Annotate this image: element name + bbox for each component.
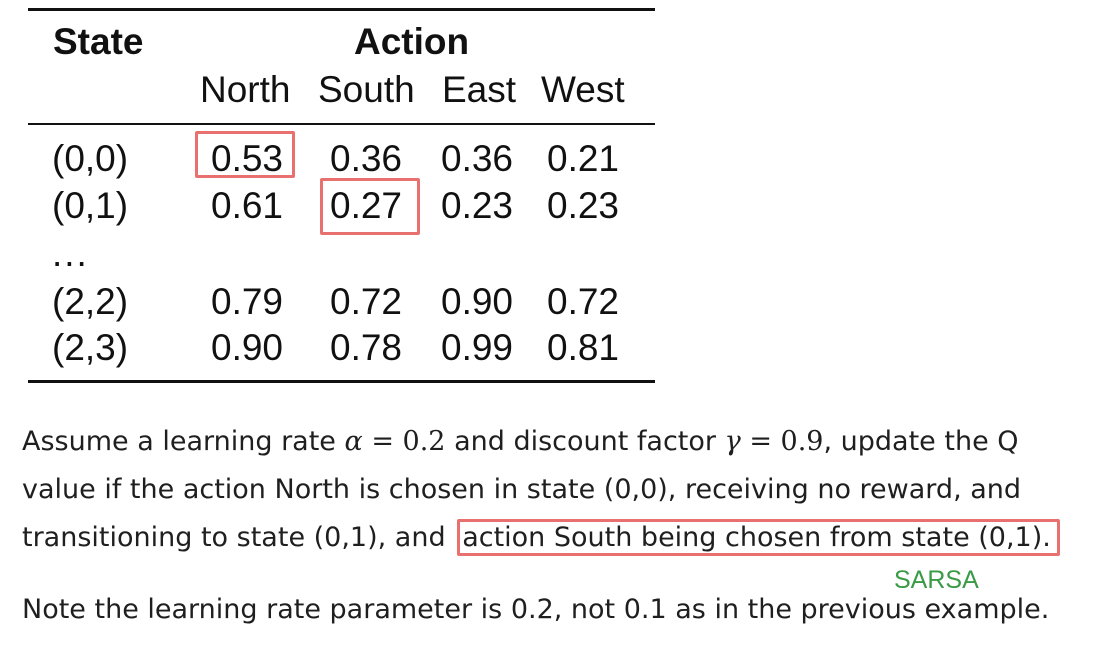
q-value-cell: 0.81 bbox=[547, 327, 620, 368]
q-value-cell: 0.21 bbox=[547, 138, 620, 179]
q-value-cell: 0.23 bbox=[547, 185, 620, 226]
equals-sign: = bbox=[362, 426, 403, 457]
highlight-box-south-0-1 bbox=[320, 178, 420, 235]
state-header: State bbox=[53, 21, 144, 62]
q-value-cell: 0.36 bbox=[441, 138, 514, 179]
paragraph-line-3: transitioning to state (0,1), and action… bbox=[22, 514, 1060, 562]
gamma-value: 0.9 bbox=[780, 426, 824, 457]
text-span: transitioning to state (0,1), and bbox=[22, 522, 455, 553]
text-span: , update the Q bbox=[823, 426, 1019, 457]
q-value-cell: 0.53 bbox=[211, 138, 284, 179]
highlight-box-north-0-0 bbox=[195, 131, 295, 178]
text-span: and discount factor bbox=[445, 426, 725, 457]
q-value-cell: 0.90 bbox=[441, 281, 514, 322]
gamma-equation: γ = 0.9 bbox=[725, 426, 824, 457]
column-header-east: East bbox=[442, 69, 517, 110]
q-value-cell: 0.78 bbox=[330, 327, 403, 368]
note-line: Note the learning rate parameter is 0.2,… bbox=[22, 594, 1050, 625]
paragraph-line-2: value if the action North is chosen in s… bbox=[22, 474, 1022, 505]
action-header: Action bbox=[354, 21, 470, 62]
q-value-cell: 0.61 bbox=[211, 185, 284, 226]
table-bottom-rule bbox=[28, 380, 655, 383]
paragraph-line-1: Assume a learning rate α = 0.2 and disco… bbox=[22, 418, 1019, 466]
state-label: (2,3) bbox=[52, 327, 129, 368]
q-value-cell: 0.36 bbox=[330, 138, 403, 179]
state-label: (0,1) bbox=[52, 185, 129, 226]
q-table: State Action North South East West (0,0)… bbox=[28, 8, 655, 384]
column-header-west: West bbox=[541, 69, 625, 110]
equals-sign: = bbox=[740, 426, 781, 457]
column-header-north: North bbox=[200, 69, 291, 110]
q-value-cell: 0.27 bbox=[330, 185, 403, 226]
table-header-rule bbox=[28, 123, 655, 125]
state-label: (2,2) bbox=[52, 281, 129, 322]
q-value-cell: 0.90 bbox=[211, 327, 284, 368]
q-value-cell: 0.99 bbox=[441, 327, 514, 368]
sarsa-annotation: SARSA bbox=[894, 566, 979, 594]
q-value-cell: 0.72 bbox=[330, 281, 403, 322]
alpha-symbol: α bbox=[344, 426, 363, 457]
state-label: (0,0) bbox=[52, 138, 129, 179]
q-value-cell: 0.23 bbox=[441, 185, 514, 226]
ellipsis-row: ... bbox=[52, 233, 89, 274]
alpha-equation: α = 0.2 bbox=[345, 426, 446, 457]
column-header-south: South bbox=[318, 69, 415, 110]
alpha-value: 0.2 bbox=[402, 426, 446, 457]
q-value-cell: 0.79 bbox=[211, 281, 284, 322]
gamma-symbol: γ bbox=[724, 426, 741, 457]
highlight-box-sarsa-phrase: action South being chosen from state (0,… bbox=[457, 519, 1060, 556]
table-top-rule bbox=[28, 8, 655, 11]
q-value-cell: 0.72 bbox=[547, 281, 620, 322]
text-span: Assume a learning rate bbox=[22, 426, 345, 457]
